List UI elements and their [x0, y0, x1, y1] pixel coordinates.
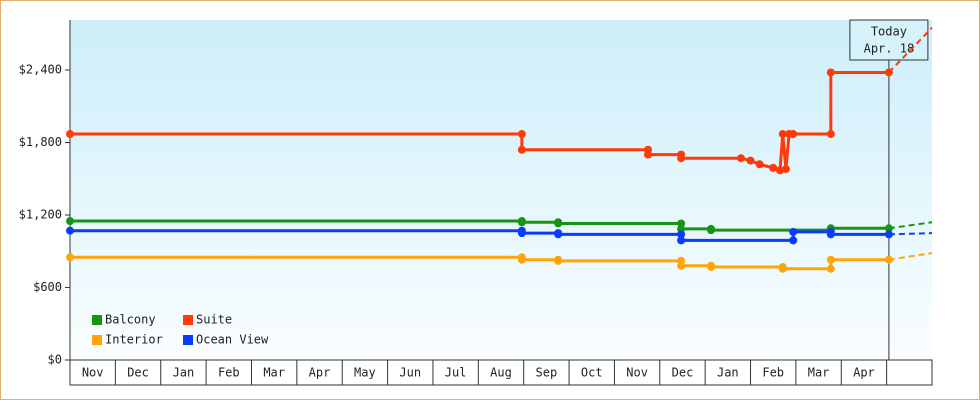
point	[677, 236, 686, 245]
point	[884, 230, 893, 239]
point	[884, 255, 893, 264]
point	[778, 264, 787, 273]
y-tick-label: $600	[33, 280, 62, 294]
y-tick-label: $0	[48, 353, 62, 367]
y-tick-label: $1,200	[19, 208, 62, 222]
x-tick-label: Aug	[490, 366, 512, 380]
legend-label: Balcony	[105, 313, 156, 327]
point	[778, 130, 787, 139]
point	[66, 226, 74, 235]
x-tick-label: Dec	[127, 366, 149, 380]
point	[707, 226, 716, 235]
point	[66, 253, 74, 262]
point	[826, 255, 835, 264]
x-tick-label: Sep	[536, 366, 558, 380]
x-tick-label: Jan	[717, 366, 739, 380]
point	[643, 150, 652, 159]
series-line	[70, 255, 889, 271]
point	[826, 130, 835, 139]
x-tick-label: Jun	[399, 366, 421, 380]
legend-swatch	[92, 335, 102, 345]
x-tick-label: Oct	[581, 366, 603, 380]
projection-line	[888, 232, 933, 236]
x-tick-label: Feb	[762, 366, 784, 380]
plot-area	[70, 20, 932, 360]
x-tick-label: Feb	[218, 366, 240, 380]
y-tick-label: $2,400	[19, 63, 62, 77]
point	[755, 160, 764, 169]
x-tick-label: Mar	[263, 366, 285, 380]
point	[826, 68, 835, 77]
y-tick-label: $1,800	[19, 135, 62, 149]
point	[677, 154, 686, 163]
today-box	[849, 19, 929, 61]
point	[677, 230, 686, 239]
x-tick-label: Dec	[672, 366, 694, 380]
x-tick-label: May	[354, 366, 376, 380]
legend-swatch	[92, 315, 102, 325]
x-tick-label: Mar	[808, 366, 830, 380]
x-tick-label: Apr	[309, 366, 331, 380]
legend-swatch	[183, 335, 193, 345]
today-label: Apr. 18	[864, 42, 915, 56]
point	[517, 229, 526, 238]
point	[826, 264, 835, 273]
x-tick-label: Jul	[445, 366, 467, 380]
point	[884, 68, 893, 77]
legend-label: Suite	[196, 313, 232, 327]
point	[517, 130, 526, 139]
projection-line	[888, 252, 933, 261]
projection-line	[888, 221, 933, 230]
point	[554, 219, 563, 228]
point	[736, 154, 745, 163]
x-tick-label: Jan	[173, 366, 195, 380]
x-axis-box	[69, 359, 933, 386]
point	[826, 230, 835, 239]
point	[517, 218, 526, 227]
legend-label: Interior	[105, 333, 163, 347]
projection-line	[888, 27, 933, 74]
point	[517, 145, 526, 154]
point	[769, 163, 778, 172]
point	[554, 230, 563, 239]
point	[789, 130, 798, 139]
point	[746, 156, 755, 165]
x-tick-label: Nov	[626, 366, 648, 380]
x-tick-label: Nov	[82, 366, 104, 380]
x-tick-label: Apr	[853, 366, 875, 380]
point	[789, 227, 798, 236]
point	[517, 255, 526, 264]
point	[66, 217, 74, 226]
point	[66, 130, 74, 139]
legend-swatch	[183, 315, 193, 325]
today-label: Today	[871, 25, 907, 39]
point	[707, 262, 716, 271]
point	[781, 165, 790, 174]
point	[884, 224, 893, 233]
point	[554, 256, 563, 265]
legend-label: Ocean View	[196, 333, 269, 347]
point	[677, 261, 686, 270]
point	[789, 236, 798, 245]
